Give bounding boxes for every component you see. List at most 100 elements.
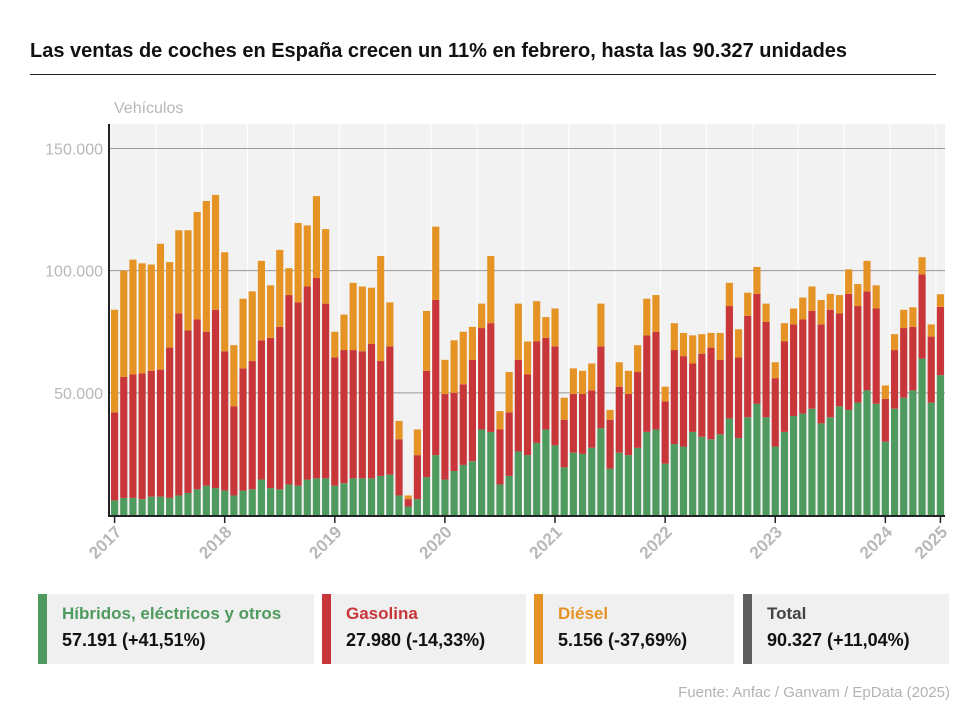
bar-diesel	[652, 295, 660, 332]
bar-diesel	[597, 303, 605, 347]
bar-gasoline	[762, 321, 770, 418]
bar-gasoline	[349, 350, 357, 479]
bar-diesel	[643, 298, 651, 336]
bar-diesel	[624, 370, 633, 395]
bar-diesel	[569, 368, 577, 395]
bar-hybrid	[624, 455, 633, 515]
bar-gasoline	[707, 347, 715, 440]
bar-gasoline	[560, 419, 568, 468]
bar-gasoline	[367, 343, 376, 479]
legend-label-hybrid: Híbridos, eléctricos y otros	[62, 604, 282, 623]
bar-gasoline	[514, 359, 522, 452]
bar-hybrid	[478, 429, 486, 515]
bar-hybrid	[679, 446, 688, 515]
bar-gasoline	[533, 341, 541, 443]
bar-gasoline	[817, 324, 825, 424]
bar-diesel	[230, 345, 238, 407]
bar-diesel	[367, 287, 376, 344]
legend-gasoline: Gasolina 27.980 (-14,33%)	[322, 594, 526, 664]
bar-diesel	[111, 309, 119, 413]
bar-diesel	[707, 332, 715, 348]
bar-hybrid	[331, 485, 339, 515]
bar-gasoline	[129, 374, 137, 498]
legend-hybrid: Híbridos, eléctricos y otros 57.191 (+41…	[38, 594, 314, 664]
bar-gasoline	[276, 326, 284, 490]
bar-diesel	[799, 297, 807, 320]
bar-diesel	[468, 326, 477, 360]
bar-gasoline	[771, 378, 779, 447]
bar-diesel	[184, 230, 192, 331]
bar-hybrid	[762, 417, 770, 515]
bar-hybrid	[257, 479, 265, 515]
bar-diesel	[588, 363, 596, 391]
bar-diesel	[835, 295, 844, 314]
bar-diesel	[670, 323, 678, 351]
bar-hybrid	[872, 403, 880, 515]
bar-gasoline	[193, 319, 201, 490]
bar-diesel	[615, 362, 623, 387]
bar-diesel	[551, 308, 559, 347]
bar-hybrid	[578, 453, 587, 515]
bar-gasoline	[441, 394, 449, 480]
bar-gasoline	[909, 326, 917, 391]
bar-hybrid	[707, 439, 715, 515]
bar-gasoline	[790, 324, 798, 417]
bar-hybrid	[340, 483, 348, 515]
legend-value-gasoline: 27.980 (-14,33%)	[346, 630, 486, 650]
bar-hybrid	[175, 495, 183, 515]
bar-diesel	[276, 249, 284, 327]
bar-diesel	[716, 332, 724, 360]
bar-hybrid	[496, 484, 504, 515]
bar-diesel	[900, 309, 908, 329]
bar-hybrid	[890, 408, 899, 515]
bar-hybrid	[634, 447, 642, 515]
bar-hybrid	[744, 417, 752, 515]
bar-diesel	[257, 260, 265, 341]
bar-gasoline	[808, 310, 816, 409]
bar-diesel	[450, 340, 458, 393]
bar-hybrid	[111, 500, 119, 515]
bar-gasoline	[734, 357, 743, 439]
bar-diesel	[790, 308, 798, 325]
bar-diesel	[459, 331, 467, 385]
bar-gasoline	[230, 406, 238, 496]
y-tick-label: 100.000	[45, 264, 103, 281]
bar-hybrid	[395, 495, 403, 515]
bar-hybrid	[863, 390, 871, 515]
bar-gasoline	[166, 347, 174, 498]
bar-gasoline	[578, 394, 587, 454]
bar-gasoline	[936, 306, 944, 376]
bar-diesel	[239, 298, 247, 369]
bar-diesel	[331, 331, 339, 358]
bar-gasoline	[679, 356, 688, 447]
bar-diesel	[689, 335, 697, 364]
legend-total: Total 90.327 (+11,04%)	[743, 594, 949, 664]
bar-gasoline	[257, 340, 265, 480]
x-tick-label: 2023	[746, 522, 786, 562]
bar-hybrid	[230, 495, 238, 515]
bar-gasoline	[184, 330, 192, 494]
bar-diesel	[936, 294, 944, 307]
bar-diesel	[267, 285, 275, 338]
bar-gasoline	[716, 359, 724, 435]
bar-diesel	[523, 341, 532, 375]
bar-hybrid	[881, 441, 889, 515]
bar-hybrid	[404, 506, 412, 515]
bar-diesel	[377, 255, 385, 362]
bar-diesel	[771, 362, 779, 379]
bar-hybrid	[826, 417, 834, 515]
bar-gasoline	[689, 363, 697, 432]
bar-gasoline	[835, 313, 844, 407]
bar-gasoline	[652, 331, 660, 430]
bar-gasoline	[386, 346, 394, 475]
bar-diesel	[487, 255, 495, 324]
bar-gasoline	[523, 374, 532, 456]
legend-label-gasoline: Gasolina	[346, 604, 418, 623]
bar-gasoline	[725, 306, 733, 419]
title-divider	[30, 74, 936, 75]
bar-gasoline	[120, 376, 128, 498]
bar-diesel	[413, 429, 421, 456]
bar-diesel	[762, 303, 770, 322]
bar-diesel	[129, 259, 137, 375]
bar-diesel	[909, 307, 917, 327]
